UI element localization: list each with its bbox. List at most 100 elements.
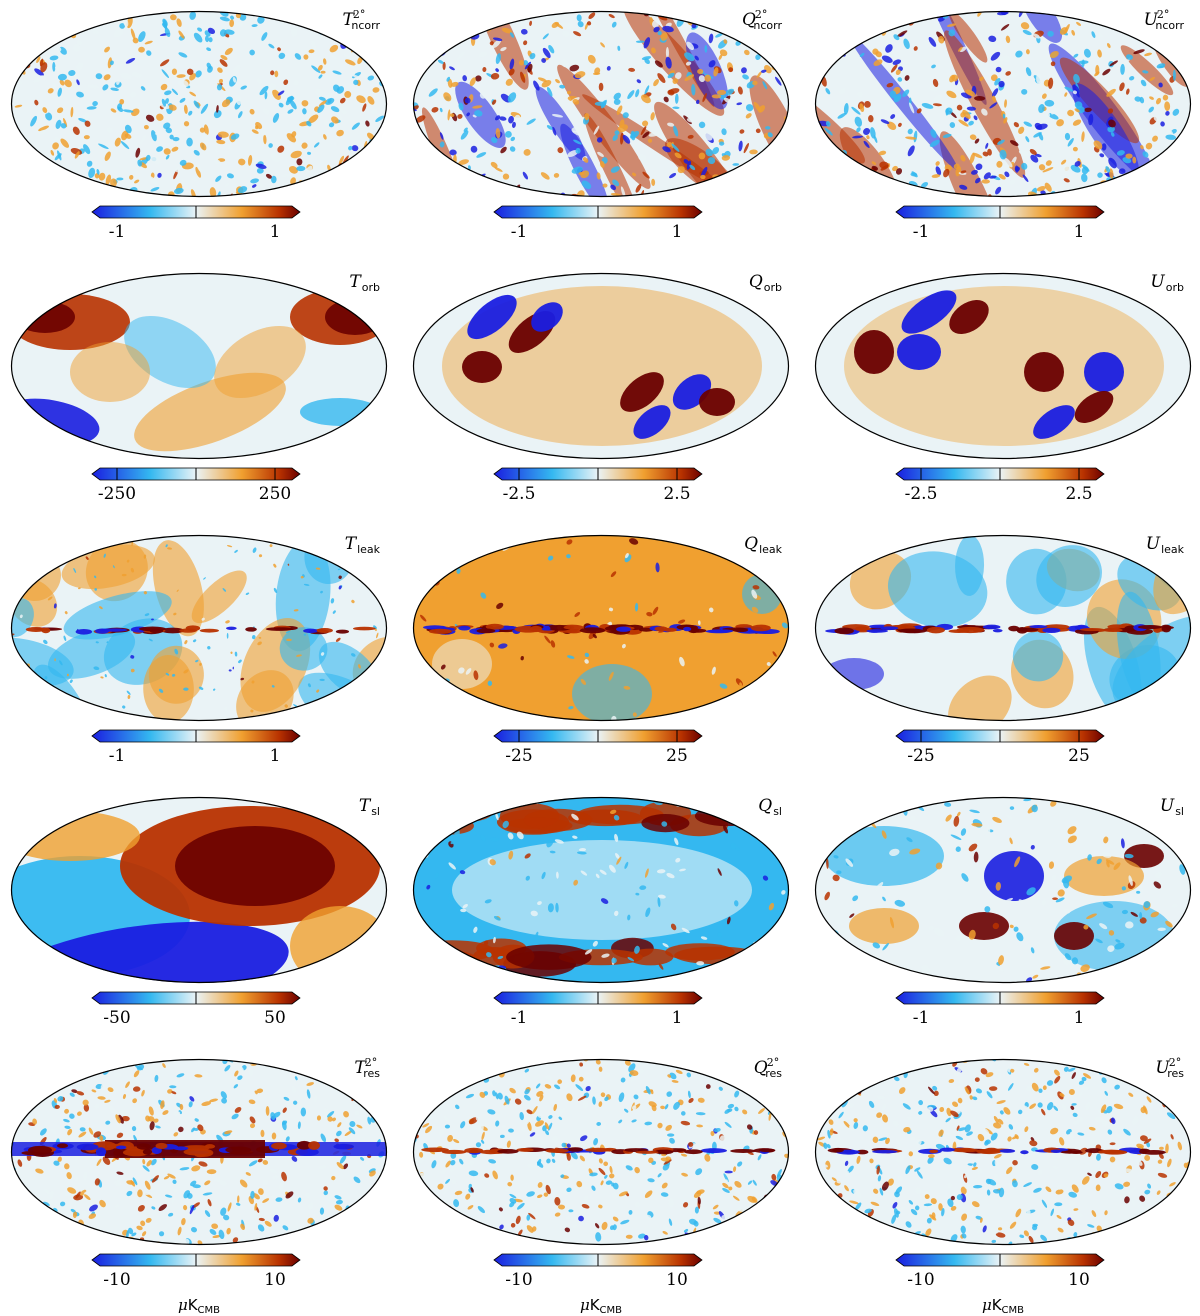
map-label: T2°res bbox=[354, 1057, 380, 1080]
map-panel: Torb -250 250 bbox=[0, 262, 400, 524]
map-label: Torb bbox=[349, 272, 380, 294]
label-subscript: ncorr bbox=[1155, 19, 1184, 32]
colorbar-max-label: 1 bbox=[671, 222, 683, 242]
label-symbol: Q bbox=[748, 272, 763, 292]
colorbar-min-label: -50 bbox=[103, 1008, 131, 1028]
label-symbol: U bbox=[1143, 10, 1158, 30]
map-outline bbox=[814, 10, 1192, 198]
label-symbol: T bbox=[344, 534, 357, 554]
map-panel: Uleak -25 25 bbox=[804, 524, 1200, 786]
label-symbol: T bbox=[349, 272, 361, 292]
colorbar bbox=[895, 991, 1105, 1005]
map-outline bbox=[412, 796, 790, 984]
colorbar bbox=[493, 467, 703, 481]
label-superscript: 2° bbox=[364, 1056, 378, 1069]
colorbar bbox=[91, 205, 301, 219]
map-label: U2°res bbox=[1155, 1057, 1184, 1079]
map-panel: Qorb -2.5 2.5 bbox=[402, 262, 802, 524]
unit-label: μKCMB bbox=[579, 1296, 623, 1316]
colorbar bbox=[91, 729, 301, 743]
mollweide-map bbox=[814, 272, 1192, 460]
mollweide-map bbox=[412, 534, 790, 722]
map-label: T2°ncorr bbox=[342, 9, 380, 32]
label-superscript: 2° bbox=[352, 8, 366, 21]
mollweide-map bbox=[10, 1058, 388, 1246]
colorbar-min-label: -1 bbox=[108, 746, 126, 766]
label-subscript: res bbox=[363, 1067, 380, 1080]
colorbar-min-label: -1 bbox=[108, 222, 126, 242]
map-outline bbox=[10, 534, 388, 722]
colorbar-min-label: -10 bbox=[907, 1270, 935, 1290]
label-subscript: ncorr bbox=[351, 19, 380, 32]
label-subscript: leak bbox=[759, 543, 782, 556]
mollweide-map bbox=[10, 272, 388, 460]
map-panel: Tleak -1 1 bbox=[0, 524, 400, 786]
map-label: Usl bbox=[1160, 798, 1184, 818]
label-symbol: T bbox=[358, 796, 371, 816]
colorbar-max-label: 10 bbox=[264, 1270, 286, 1290]
colorbar-min-label: -1 bbox=[912, 1008, 930, 1028]
colorbar-min-label: -25 bbox=[505, 746, 533, 766]
map-outline bbox=[10, 10, 388, 198]
colorbar-max-label: 2.5 bbox=[663, 484, 691, 504]
mollweide-map bbox=[814, 10, 1192, 198]
map-panel: T2°res -10 10 μKCMB bbox=[0, 1048, 400, 1316]
label-superscript: 2° bbox=[754, 8, 768, 21]
label-symbol: T bbox=[342, 10, 354, 30]
colorbar-min-label: -10 bbox=[103, 1270, 131, 1290]
colorbar-max-label: 50 bbox=[264, 1008, 286, 1028]
colorbar-max-label: 10 bbox=[666, 1270, 688, 1290]
map-label: Tleak bbox=[344, 534, 380, 556]
mollweide-map bbox=[10, 534, 388, 722]
label-subscript: orb bbox=[1165, 281, 1184, 294]
colorbar-min-label: -2.5 bbox=[904, 484, 938, 504]
label-subscript: sl bbox=[773, 805, 782, 818]
label-subscript: sl bbox=[1175, 805, 1184, 818]
map-panel: U2°res -10 10 μKCMB bbox=[804, 1048, 1200, 1316]
label-symbol: Q bbox=[741, 10, 756, 30]
colorbar-min-label: -1 bbox=[912, 222, 930, 242]
label-superscript: 2° bbox=[1168, 1056, 1182, 1069]
colorbar-max-label: 10 bbox=[1068, 1270, 1090, 1290]
map-outline bbox=[814, 272, 1192, 460]
label-subscript: orb bbox=[763, 281, 782, 294]
colorbar-min-label: -10 bbox=[505, 1270, 533, 1290]
colorbar bbox=[493, 991, 703, 1005]
map-label: Qleak bbox=[744, 534, 782, 556]
colorbar bbox=[493, 1253, 703, 1267]
label-symbol: T bbox=[354, 1058, 366, 1078]
colorbar-max-label: 1 bbox=[269, 746, 281, 766]
colorbar-max-label: 2.5 bbox=[1065, 484, 1093, 504]
map-outline bbox=[412, 10, 790, 198]
unit-label: μKCMB bbox=[177, 1296, 221, 1316]
unit-label: μKCMB bbox=[981, 1296, 1025, 1316]
map-outline bbox=[10, 796, 388, 984]
colorbar-min-label: -1 bbox=[510, 222, 528, 242]
label-superscript: 2° bbox=[766, 1056, 780, 1069]
map-label: Q2°res bbox=[754, 1057, 782, 1080]
map-label: Qsl bbox=[758, 796, 782, 818]
map-label: Tsl bbox=[358, 796, 380, 818]
label-symbol: Q bbox=[758, 796, 773, 816]
mollweide-map bbox=[10, 796, 388, 984]
label-symbol: U bbox=[1150, 272, 1165, 292]
colorbar-max-label: 25 bbox=[666, 746, 688, 766]
colorbar bbox=[91, 1253, 301, 1267]
map-label: Uorb bbox=[1150, 272, 1184, 294]
colorbar bbox=[895, 205, 1105, 219]
map-outline bbox=[412, 534, 790, 722]
map-panel: U2°ncorr -1 1 bbox=[804, 0, 1200, 262]
colorbar-max-label: 1 bbox=[1073, 222, 1085, 242]
map-outline bbox=[412, 272, 790, 460]
map-panel: Q2°ncorr -1 1 bbox=[402, 0, 802, 262]
colorbar-min-label: -2.5 bbox=[502, 484, 536, 504]
label-symbol: Q bbox=[744, 534, 759, 554]
map-outline bbox=[814, 534, 1192, 722]
mollweide-map bbox=[814, 534, 1192, 722]
label-subscript: leak bbox=[357, 543, 380, 556]
label-superscript: 2° bbox=[1156, 8, 1170, 21]
mollweide-map bbox=[412, 796, 790, 984]
colorbar-max-label: 25 bbox=[1068, 746, 1090, 766]
label-subscript: res bbox=[765, 1067, 782, 1080]
